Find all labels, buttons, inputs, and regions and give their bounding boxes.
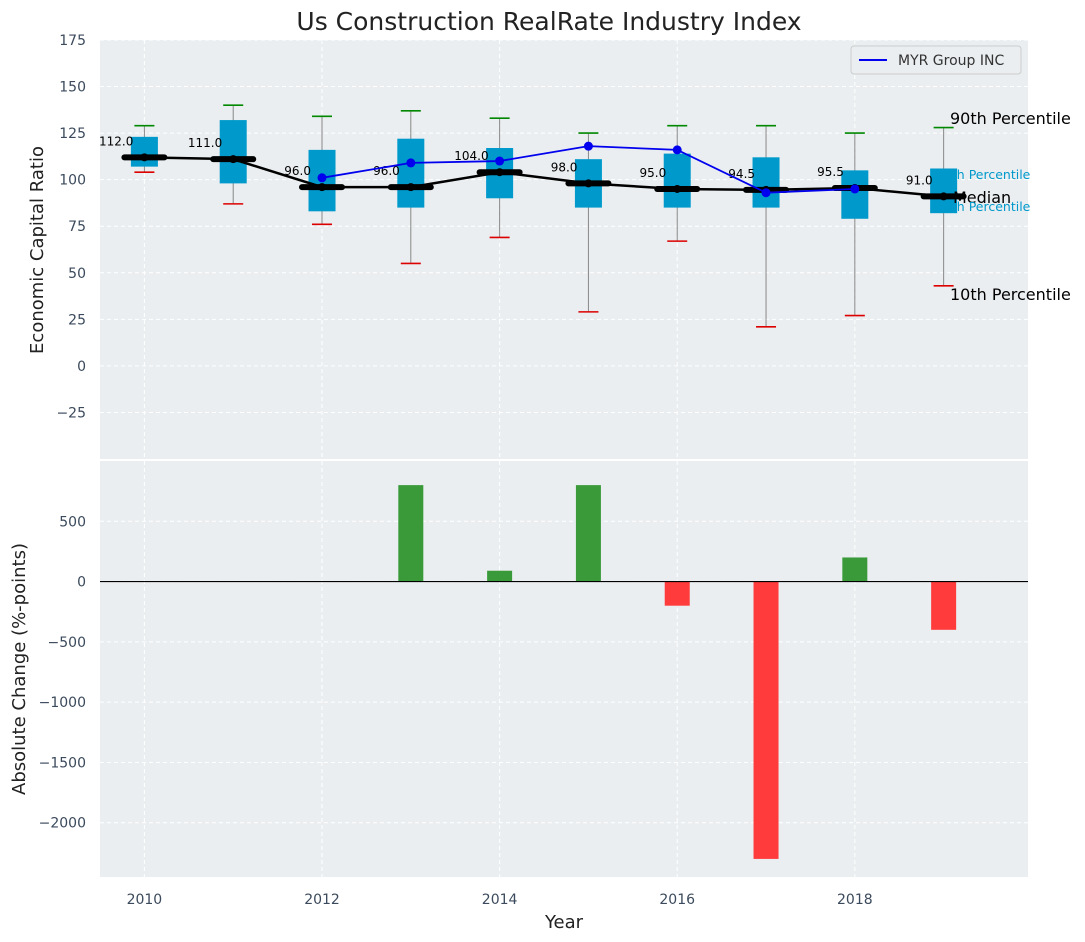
change-bar-2013 [398, 485, 424, 582]
median-value-label-2015: 98.0 [551, 160, 578, 174]
box-2011 [219, 120, 247, 184]
company-point-2018 [850, 184, 860, 194]
median-value-label-2010: 112.0 [99, 134, 133, 148]
top-y-tick-label: 125 [59, 126, 86, 142]
top-y-tick-label: −25 [56, 405, 86, 421]
annotation-90th-percentile: 90th Percentile [950, 109, 1071, 128]
annotation-median: Median [953, 188, 1011, 207]
bottom-plot-area [100, 461, 1028, 877]
top-y-tick-label: 75 [68, 219, 86, 235]
legend-label: MYR Group INC [898, 53, 1004, 69]
x-tick-label: 2010 [127, 892, 163, 908]
legend: MYR Group INC [850, 45, 1022, 75]
x-axis-title: Year [544, 912, 584, 933]
change-bar-2017 [753, 581, 779, 859]
median-value-label-2019: 91.0 [906, 173, 933, 187]
annotation-25th-percentile: 25th Percentile [936, 199, 1031, 214]
top-y-tick-label: 150 [59, 80, 86, 96]
box-2018 [841, 170, 869, 219]
median-point-2019 [939, 192, 948, 201]
change-bar-2015 [575, 485, 601, 582]
median-point-2012 [318, 183, 327, 192]
annotation-10th-percentile: 10th Percentile [950, 285, 1071, 304]
company-point-2016 [672, 145, 682, 155]
top-y-tick-label: 50 [68, 266, 86, 282]
median-value-label-2011: 111.0 [188, 136, 222, 150]
top-y-tick-label: 25 [68, 312, 86, 328]
median-point-2015 [584, 179, 593, 188]
top-y-tick-label: 0 [77, 359, 86, 375]
bottom-y-tick-label: 0 [77, 575, 86, 591]
box-2010 [130, 136, 158, 167]
median-line [144, 156, 944, 198]
axes-ticks: 2010 2012 2014 2016 2018 −25 0 25 50 75 100 125 150 1… [39, 33, 873, 908]
top-plot-area [100, 40, 1028, 459]
annotation-75th-percentile: 75th Percentile [936, 167, 1031, 182]
bottom-y-tick-label: −1000 [39, 695, 86, 711]
median-point-2010 [140, 153, 149, 162]
company-point-2013 [406, 158, 416, 168]
company-point-2017 [761, 188, 771, 198]
median-value-label-2017: 94.5 [728, 167, 755, 181]
change-bar-2014 [487, 570, 513, 582]
median-value-label-2016: 95.0 [640, 166, 667, 180]
median-point-2013 [406, 183, 415, 192]
change-bar-2016 [664, 581, 690, 606]
median-point-2014 [495, 168, 504, 177]
median-value-label-2014: 104.0 [454, 149, 488, 163]
bottom-y-tick-label: −500 [48, 635, 86, 651]
x-tick-label: 2016 [659, 892, 695, 908]
grid-lines [100, 39, 1028, 877]
box-2019 [930, 168, 958, 214]
company-point-2014 [495, 156, 505, 166]
x-tick-label: 2012 [304, 892, 340, 908]
box-2016 [663, 153, 691, 208]
change-bar-2018 [842, 557, 868, 582]
bottom-panel [100, 485, 1028, 859]
bottom-y-tick-label: 500 [59, 514, 86, 530]
x-tick-label: 2018 [837, 892, 873, 908]
bottom-y-tick-label: −2000 [39, 816, 86, 832]
median-value-label-2012: 96.0 [284, 164, 311, 178]
company-point-2015 [583, 141, 593, 151]
median-point-2016 [673, 184, 682, 193]
change-bar-2019 [931, 581, 957, 630]
chart-title: Us Construction RealRate Industry Index [296, 7, 801, 36]
top-y-axis-title: Economic Capital Ratio [27, 146, 48, 354]
x-tick-label: 2014 [482, 892, 518, 908]
top-y-tick-label: 100 [59, 173, 86, 189]
median-point-2011 [229, 155, 238, 164]
top-y-tick-label: 175 [59, 33, 86, 49]
legend-box [850, 45, 1022, 75]
box-2017 [752, 157, 780, 208]
box-2013 [397, 138, 425, 208]
bottom-y-tick-label: −1500 [39, 755, 86, 771]
median-value-label-2018: 95.5 [817, 165, 844, 179]
company-point-2012 [317, 173, 327, 183]
bottom-y-axis-title: Absolute Change (%-points) [9, 543, 30, 795]
